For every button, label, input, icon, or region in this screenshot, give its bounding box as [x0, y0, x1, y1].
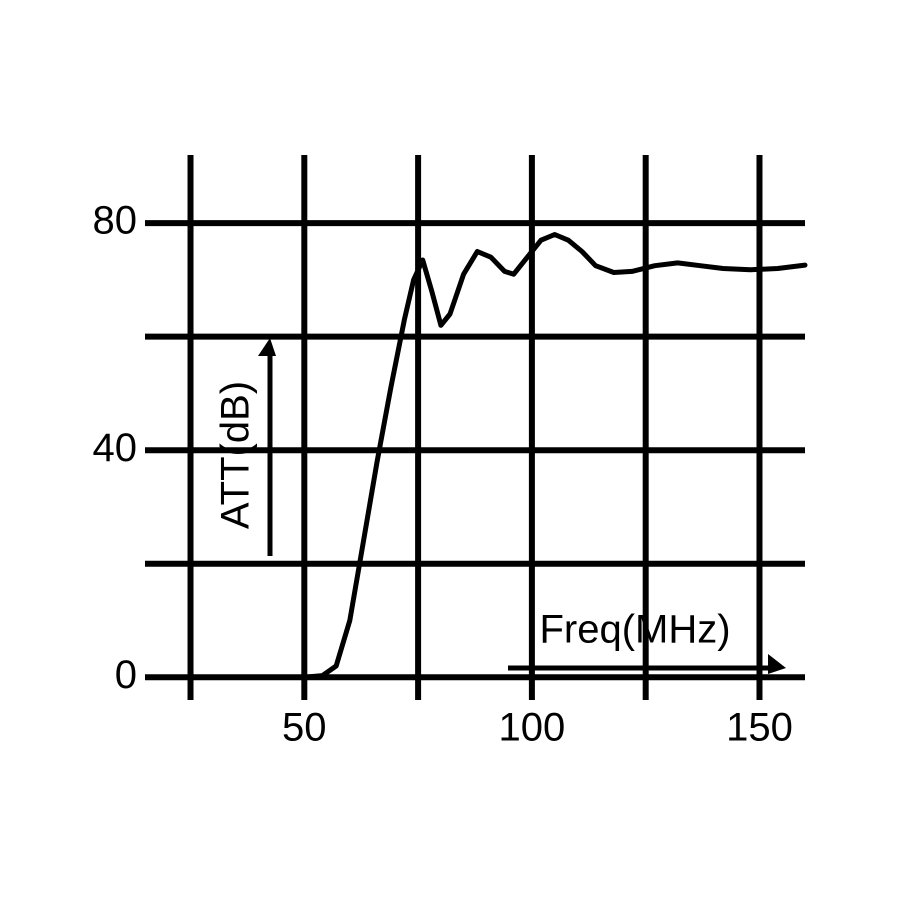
- y-tick-label: 80: [93, 199, 138, 243]
- plot-area: [188, 232, 808, 680]
- data-line: [188, 232, 808, 680]
- x-axis-arrowhead: [768, 654, 786, 674]
- y-tick-label: 40: [93, 426, 138, 470]
- x-tick-label: 50: [282, 706, 327, 750]
- grid: [145, 155, 805, 700]
- x-tick-label: 100: [499, 706, 566, 750]
- y-tick-label: 0: [115, 653, 137, 697]
- y-axis-arrowhead: [258, 338, 276, 356]
- x-tick-label: 150: [726, 706, 793, 750]
- y-axis-label: ATT(dB): [214, 381, 258, 529]
- x-axis-label: Freq(MHz): [539, 608, 730, 652]
